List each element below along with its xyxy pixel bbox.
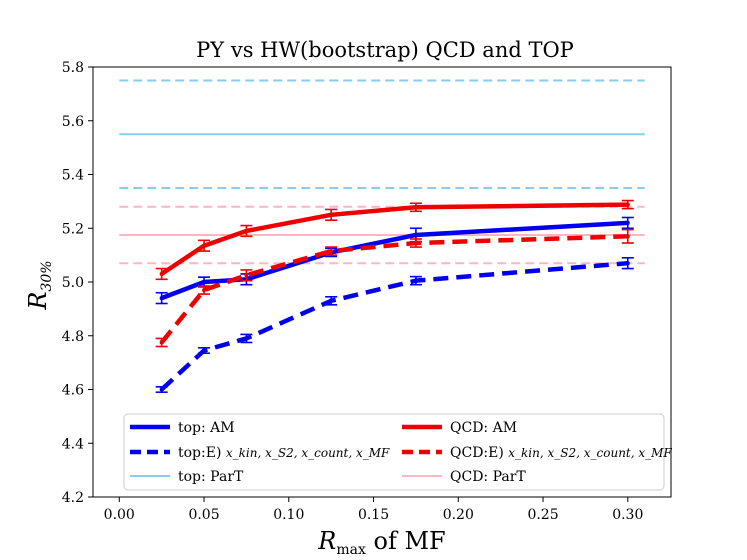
legend-label-qcd_part: QCD: ParT xyxy=(450,469,526,485)
data-point-1-5 xyxy=(625,261,630,266)
reference-lines xyxy=(119,79,645,265)
y-tick-label-7: 5.6 xyxy=(62,114,84,130)
data-point-2-1 xyxy=(202,243,207,248)
y-tick-label-4: 5.0 xyxy=(62,275,84,291)
data-point-1-3 xyxy=(329,298,334,303)
x-axis-ticks: 0.00 0.05 0.10 0.15 0.20 0.25 0.30 xyxy=(104,497,643,523)
data-point-0-1 xyxy=(202,280,207,284)
data-point-1-0 xyxy=(159,387,164,392)
data-point-3-4 xyxy=(413,241,418,246)
x-tick-label-6: 0.30 xyxy=(612,507,643,523)
legend-label-top_am: top: AM xyxy=(178,420,235,436)
x-tick-label-1: 0.05 xyxy=(188,507,219,523)
data-point-3-3 xyxy=(329,249,334,254)
data-point-2-0 xyxy=(159,271,164,276)
legend-label-qcd_am: QCD: AM xyxy=(450,420,517,436)
legend-text-qcd_am: QCD: AM xyxy=(450,420,517,436)
y-tick-label-2: 4.6 xyxy=(62,383,84,399)
y-tick-label-5: 5.2 xyxy=(62,221,84,237)
legend-math-qcd_e: x_kin, x_S2, x_count, x_MF xyxy=(508,446,672,460)
x-axis-label-main: R xyxy=(317,527,336,555)
legend-label-top_e: top:E) x_kin, x_S2, x_count, x_MF xyxy=(178,445,390,461)
legend-box xyxy=(123,413,665,491)
data-point-2-5 xyxy=(625,202,630,207)
y-axis-ticks: 4.2 4.4 4.6 4.8 5.0 5.2 5.4 5.6 5.8 xyxy=(62,60,93,506)
legend-text-qcd_e: QCD:E) xyxy=(450,445,508,461)
data-point-0-5 xyxy=(625,220,630,225)
data-point-3-0 xyxy=(159,340,164,345)
data-point-3-1 xyxy=(202,288,207,293)
y-tick-label-8: 5.8 xyxy=(62,60,84,76)
x-axis-label-rest: of MF xyxy=(366,527,446,555)
data-point-1-4 xyxy=(413,278,418,283)
x-tick-label-2: 0.10 xyxy=(273,507,304,523)
chart-title: PY vs HW(bootstrap) QCD and TOP xyxy=(196,38,574,62)
legend-text-top_part: top: ParT xyxy=(178,469,244,485)
legend-text-qcd_part: QCD: ParT xyxy=(450,469,526,485)
y-axis-label-main: R xyxy=(24,292,52,311)
x-tick-label-0: 0.00 xyxy=(104,507,135,523)
legend-text-top_e: top:E) xyxy=(178,445,226,461)
data-point-3-2 xyxy=(244,273,249,278)
y-tick-label-0: 4.2 xyxy=(62,490,84,506)
series-line-1 xyxy=(160,260,628,392)
legend-math-top_e: x_kin, x_S2, x_count, x_MF xyxy=(226,446,390,460)
y-axis-label: R30% xyxy=(24,260,55,310)
x-tick-label-3: 0.15 xyxy=(358,507,389,523)
data-point-2-2 xyxy=(244,228,249,233)
legend-label-top_part: top: ParT xyxy=(178,469,244,485)
series-line-0 xyxy=(160,220,628,301)
x-tick-label-5: 0.25 xyxy=(527,507,558,523)
data-point-0-4 xyxy=(413,232,418,237)
data-point-1-1 xyxy=(202,348,207,353)
y-axis-label-sub: 30% xyxy=(39,260,55,291)
series-line-2 xyxy=(160,202,628,276)
x-tick-label-4: 0.20 xyxy=(443,507,474,523)
data-point-1-2 xyxy=(244,336,249,341)
data-point-2-4 xyxy=(413,205,418,210)
legend-label-qcd_e: QCD:E) x_kin, x_S2, x_count, x_MF xyxy=(450,445,672,461)
series-group xyxy=(155,199,634,393)
data-point-0-0 xyxy=(159,296,164,301)
x-axis-label-sub: max xyxy=(336,542,366,558)
data-point-2-3 xyxy=(329,212,334,217)
y-tick-label-3: 4.8 xyxy=(62,329,84,345)
series-line-3 xyxy=(159,234,628,344)
x-axis-label: Rmax of MF xyxy=(317,527,445,558)
data-point-3-5 xyxy=(625,234,630,239)
legend-text-top_am: top: AM xyxy=(178,420,235,436)
y-tick-label-6: 5.4 xyxy=(62,168,84,184)
y-tick-label-1: 4.4 xyxy=(62,436,84,452)
legend: top: AM QCD: AM top:E) x_kin, x_S2, x_coun… xyxy=(123,413,672,491)
